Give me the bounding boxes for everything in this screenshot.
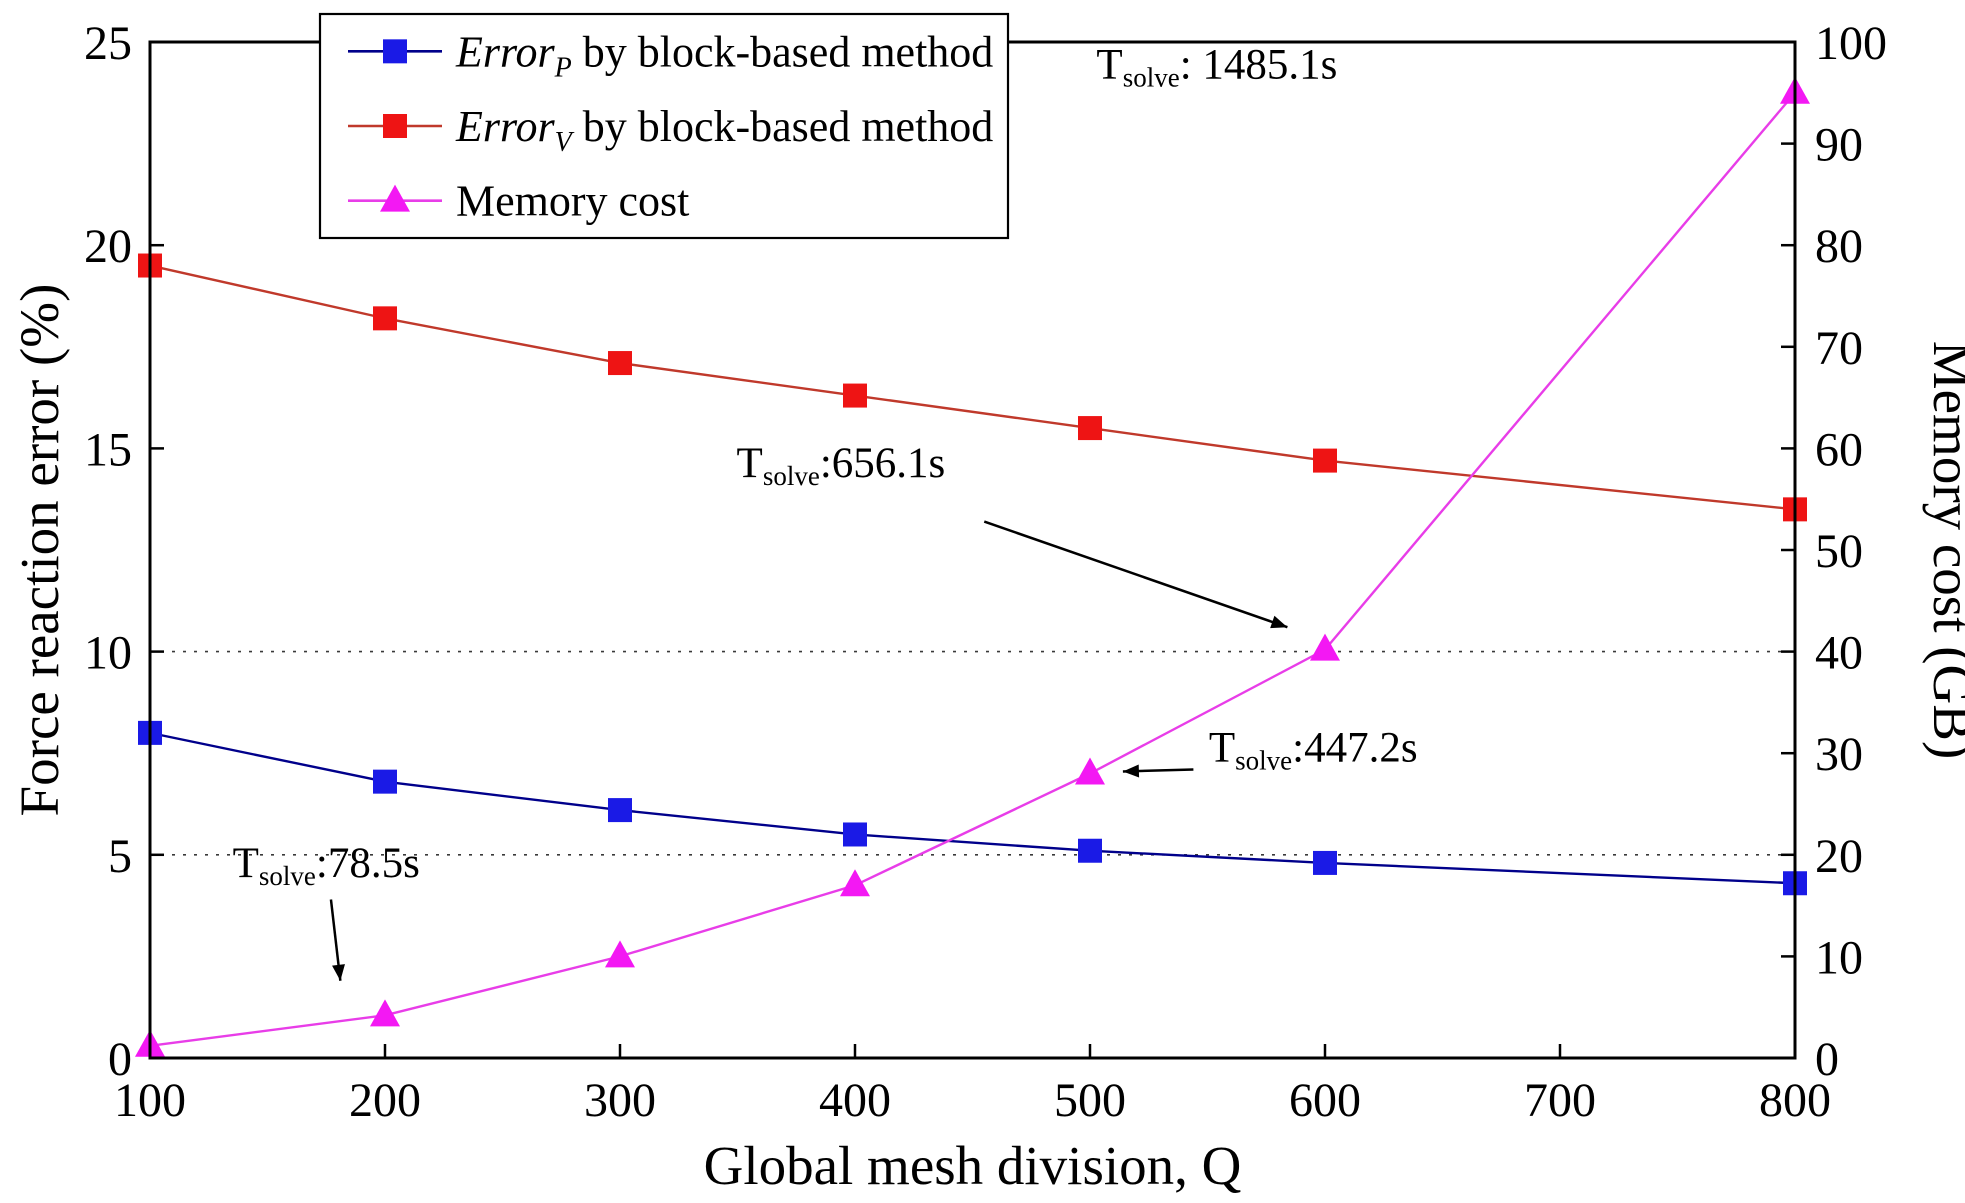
y-left-tick-label: 5 <box>108 830 132 883</box>
y-right-tick-label: 50 <box>1815 525 1863 578</box>
x-tick-label: 600 <box>1289 1074 1361 1127</box>
annotation-arrow-head <box>1270 615 1288 629</box>
marker-square <box>1078 416 1102 441</box>
x-tick-label: 400 <box>819 1074 891 1127</box>
y-right-tick-label: 70 <box>1815 322 1863 375</box>
marker-square <box>373 769 397 794</box>
y-left-tick-label: 20 <box>84 220 132 273</box>
y-left-tick-label: 15 <box>84 423 132 476</box>
legend-marker-square <box>383 39 407 64</box>
x-tick-label: 700 <box>1524 1074 1596 1127</box>
legend-entry-error-p: ErrorP by block-based method <box>348 27 993 83</box>
series-error-p <box>138 720 1807 896</box>
marker-square <box>608 351 632 376</box>
marker-square <box>843 383 867 408</box>
x-tick-label: 200 <box>349 1074 421 1127</box>
x-tick-label: 100 <box>114 1074 186 1127</box>
marker-triangle <box>370 999 400 1027</box>
y-right-tick-label: 100 <box>1815 17 1887 70</box>
marker-square <box>608 798 632 823</box>
gridlines <box>150 650 1795 856</box>
annotation-text: Tsolve:447.2s <box>1209 724 1418 775</box>
annotation-tsolve-656: Tsolve:656.1s <box>737 440 1288 629</box>
y-axis-right-title: Memory cost (GB) <box>1922 341 1965 760</box>
legend-entry-error-v: ErrorV by block-based method <box>348 102 993 158</box>
x-tick-label: 800 <box>1759 1074 1831 1127</box>
y-right-tick-label: 0 <box>1815 1033 1839 1086</box>
marker-square <box>1313 448 1337 473</box>
y-axis-right: 0 10 20 30 40 50 60 70 80 90 100 <box>1781 17 1887 1086</box>
y-left-tick-label: 0 <box>108 1033 132 1086</box>
annotation-text: Tsolve:78.5s <box>233 840 420 891</box>
y-axis-left: 0 5 10 15 20 25 <box>84 17 164 1086</box>
y-left-tick-label: 25 <box>84 17 132 70</box>
y-right-tick-label: 30 <box>1815 728 1863 781</box>
legend-marker-square <box>383 114 407 138</box>
legend-entry-memory-cost: Memory cost <box>348 177 689 226</box>
annotation-tsolve-447: Tsolve:447.2s <box>1122 724 1418 778</box>
legend-marker-triangle <box>380 184 410 212</box>
annotation-text: Tsolve: 1485.1s <box>1096 42 1337 93</box>
marker-square <box>1313 850 1337 875</box>
y-right-tick-label: 80 <box>1815 220 1863 273</box>
annotation-arrow-head <box>332 964 345 981</box>
y-right-tick-label: 90 <box>1815 119 1863 172</box>
x-axis-title: Global mesh division, Q <box>704 1135 1242 1196</box>
marker-triangle <box>1075 757 1105 785</box>
marker-triangle <box>605 940 635 968</box>
annotation-tsolve-78: Tsolve:78.5s <box>233 840 420 981</box>
legend-label: ErrorV by block-based method <box>455 102 993 158</box>
series-memory-cost <box>135 76 1810 1057</box>
x-tick-label: 300 <box>584 1074 656 1127</box>
x-tick-label: 500 <box>1054 1074 1126 1127</box>
legend-label: Memory cost <box>456 177 689 226</box>
x-axis: 100 200 300 400 500 600 700 800 <box>114 1044 1831 1127</box>
y-right-tick-label: 10 <box>1815 931 1863 984</box>
annotation-text: Tsolve:656.1s <box>737 440 946 491</box>
marker-triangle <box>1310 633 1340 661</box>
y-left-tick-label: 10 <box>84 627 132 680</box>
y-axis-left-title: Force reaction error (%) <box>9 284 70 817</box>
legend-label: ErrorP by block-based method <box>455 27 993 83</box>
marker-square <box>843 822 867 847</box>
series-error-v <box>138 253 1807 522</box>
legend: ErrorP by block-based method ErrorV by bl… <box>318 12 1010 240</box>
y-right-tick-label: 60 <box>1815 423 1863 476</box>
marker-square <box>373 306 397 331</box>
annotation-arrow-head <box>1122 764 1140 778</box>
y-right-tick-label: 40 <box>1815 627 1863 680</box>
annotation-arrow-line <box>983 520 1288 629</box>
marker-square <box>1078 838 1102 863</box>
series-line-error-v <box>149 264 1796 511</box>
annotation-tsolve-1485: Tsolve: 1485.1s <box>1096 42 1337 93</box>
marker-triangle <box>840 869 870 897</box>
y-right-tick-label: 20 <box>1815 830 1863 883</box>
